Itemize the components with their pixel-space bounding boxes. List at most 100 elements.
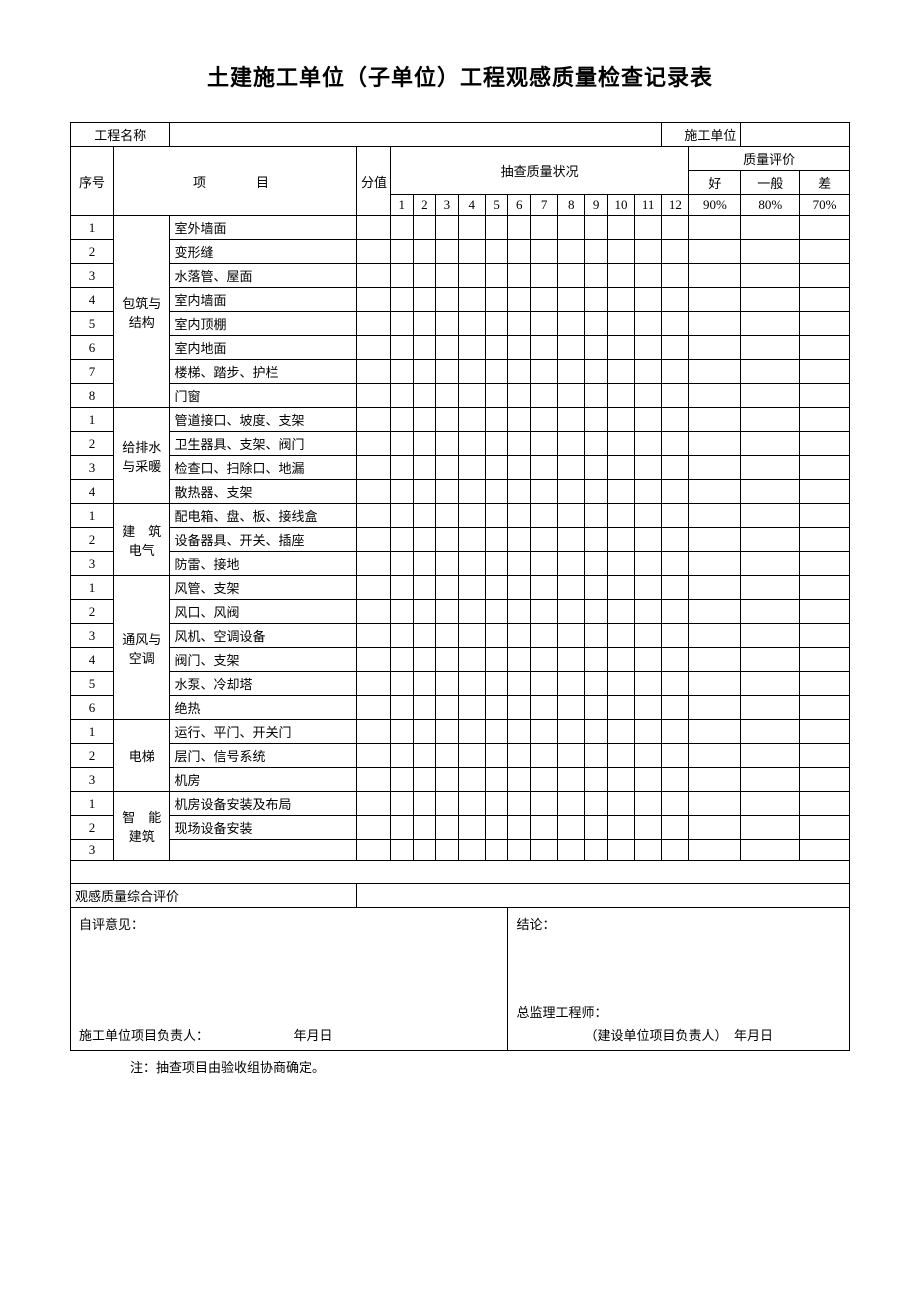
value-cell[interactable]: [558, 552, 585, 576]
value-cell[interactable]: [357, 768, 391, 792]
value-cell[interactable]: [800, 480, 850, 504]
value-cell[interactable]: [558, 696, 585, 720]
value-cell[interactable]: [436, 648, 459, 672]
value-cell[interactable]: [662, 360, 689, 384]
value-cell[interactable]: [413, 816, 436, 840]
value-cell[interactable]: [800, 240, 850, 264]
value-cell[interactable]: [413, 312, 436, 336]
value-cell[interactable]: [558, 576, 585, 600]
value-cell[interactable]: [662, 456, 689, 480]
value-cell[interactable]: [508, 552, 531, 576]
value-cell[interactable]: [458, 816, 485, 840]
value-cell[interactable]: [357, 264, 391, 288]
value-cell[interactable]: [558, 456, 585, 480]
value-cell[interactable]: [531, 336, 558, 360]
value-cell[interactable]: [607, 576, 634, 600]
value-cell[interactable]: [531, 240, 558, 264]
value-cell[interactable]: [607, 432, 634, 456]
value-cell[interactable]: [458, 384, 485, 408]
value-cell[interactable]: [508, 840, 531, 861]
value-cell[interactable]: [357, 672, 391, 696]
value-cell[interactable]: [662, 408, 689, 432]
value-cell[interactable]: [413, 504, 436, 528]
value-cell[interactable]: [689, 840, 741, 861]
value-cell[interactable]: [635, 792, 662, 816]
value-cell[interactable]: [607, 408, 634, 432]
value-cell[interactable]: [458, 576, 485, 600]
value-cell[interactable]: [662, 768, 689, 792]
value-cell[interactable]: [635, 624, 662, 648]
value-cell[interactable]: [508, 384, 531, 408]
value-cell[interactable]: [390, 816, 413, 840]
value-cell[interactable]: [800, 432, 850, 456]
value-cell[interactable]: [436, 768, 459, 792]
value-cell[interactable]: [585, 384, 608, 408]
value-cell[interactable]: [485, 696, 508, 720]
value-cell[interactable]: [436, 480, 459, 504]
value-cell[interactable]: [662, 216, 689, 240]
value-cell[interactable]: [558, 336, 585, 360]
value-cell[interactable]: [357, 816, 391, 840]
value-cell[interactable]: [607, 600, 634, 624]
value-cell[interactable]: [458, 768, 485, 792]
value-cell[interactable]: [357, 648, 391, 672]
value-cell[interactable]: [531, 576, 558, 600]
value-cell[interactable]: [508, 360, 531, 384]
value-cell[interactable]: [585, 480, 608, 504]
value-cell[interactable]: [531, 792, 558, 816]
value-cell[interactable]: [635, 312, 662, 336]
value-cell[interactable]: [390, 240, 413, 264]
value-cell[interactable]: [458, 744, 485, 768]
value-cell[interactable]: [485, 768, 508, 792]
value-cell[interactable]: [413, 768, 436, 792]
value-cell[interactable]: [635, 432, 662, 456]
value-cell[interactable]: [485, 576, 508, 600]
value-cell[interactable]: [635, 816, 662, 840]
value-cell[interactable]: [585, 720, 608, 744]
value-cell[interactable]: [485, 216, 508, 240]
value-cell[interactable]: [585, 624, 608, 648]
value-cell[interactable]: [508, 696, 531, 720]
value-cell[interactable]: [800, 600, 850, 624]
value-cell[interactable]: [585, 552, 608, 576]
value-cell[interactable]: [508, 336, 531, 360]
value-cell[interactable]: [390, 720, 413, 744]
value-cell[interactable]: [800, 840, 850, 861]
value-cell[interactable]: [585, 528, 608, 552]
value-cell[interactable]: [635, 408, 662, 432]
value-cell[interactable]: [662, 600, 689, 624]
value-cell[interactable]: [800, 288, 850, 312]
value-cell[interactable]: [607, 552, 634, 576]
value-cell[interactable]: [508, 648, 531, 672]
value-cell[interactable]: [531, 600, 558, 624]
value-cell[interactable]: [436, 336, 459, 360]
value-cell[interactable]: [485, 552, 508, 576]
value-cell[interactable]: [508, 264, 531, 288]
value-cell[interactable]: [662, 552, 689, 576]
value-cell[interactable]: [436, 384, 459, 408]
value-cell[interactable]: [607, 528, 634, 552]
value-cell[interactable]: [390, 648, 413, 672]
value-cell[interactable]: [800, 384, 850, 408]
value-cell[interactable]: [413, 792, 436, 816]
value-cell[interactable]: [662, 432, 689, 456]
value-cell[interactable]: [607, 792, 634, 816]
value-cell[interactable]: [607, 624, 634, 648]
value-cell[interactable]: [635, 840, 662, 861]
self-opinion[interactable]: 自评意见： 施工单位项目负责人： 年月日: [71, 908, 508, 1051]
value-cell[interactable]: [357, 360, 391, 384]
value-cell[interactable]: [635, 216, 662, 240]
conclusion[interactable]: 结论： 总监理工程师： （建设单位项目负责人） 年月日: [508, 908, 850, 1051]
value-cell[interactable]: [508, 720, 531, 744]
value-cell[interactable]: [458, 648, 485, 672]
value-cell[interactable]: [357, 528, 391, 552]
value-cell[interactable]: [800, 696, 850, 720]
value-cell[interactable]: [485, 408, 508, 432]
value-cell[interactable]: [413, 336, 436, 360]
value-cell[interactable]: [741, 408, 800, 432]
value-cell[interactable]: [689, 240, 741, 264]
value-cell[interactable]: [607, 504, 634, 528]
value-cell[interactable]: [436, 624, 459, 648]
value-cell[interactable]: [741, 744, 800, 768]
value-cell[interactable]: [458, 504, 485, 528]
